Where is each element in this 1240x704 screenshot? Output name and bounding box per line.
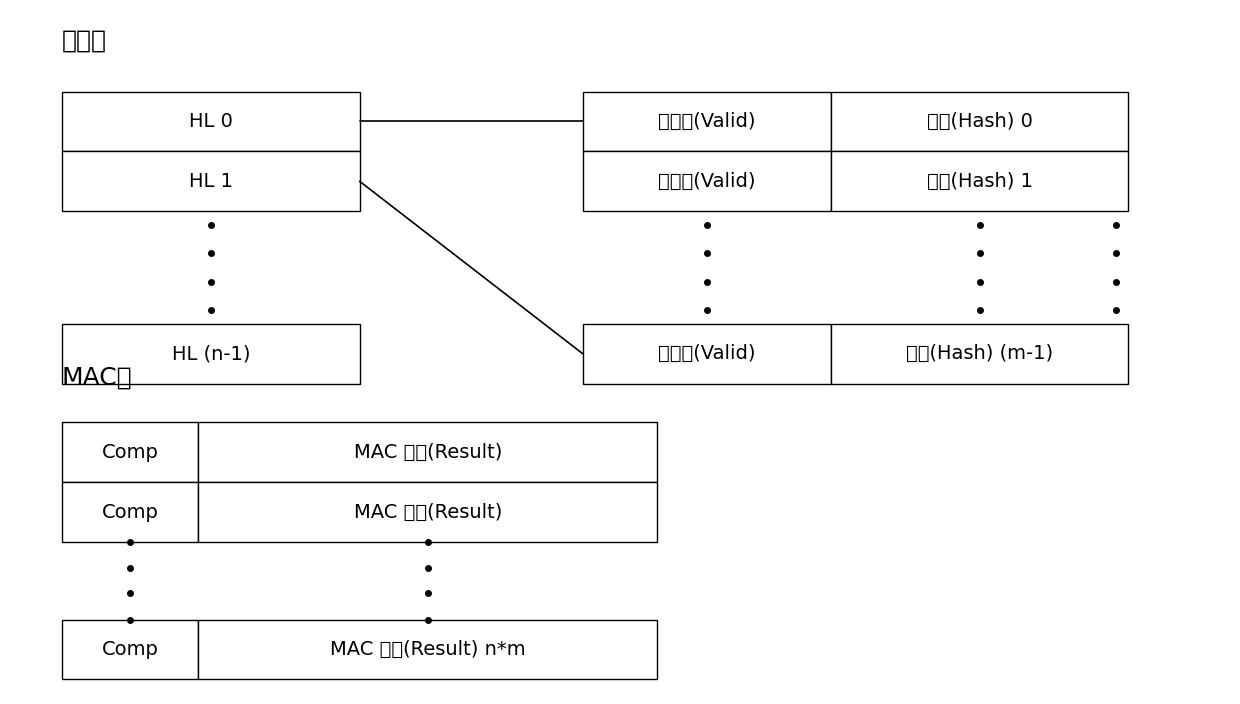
Text: 哈希(Hash) 1: 哈希(Hash) 1 [926,172,1033,191]
Bar [198,422,657,482]
Bar [62,620,198,679]
Bar [198,482,657,542]
Text: Comp: Comp [102,640,159,659]
Bar [831,324,1128,384]
Text: 有效位(Valid): 有效位(Valid) [658,112,755,131]
Bar [583,92,831,151]
Bar [62,151,360,211]
Text: 有效位(Valid): 有效位(Valid) [658,344,755,363]
Bar [583,324,831,384]
Bar [198,620,657,679]
Bar [62,422,198,482]
Bar [831,92,1128,151]
Text: Comp: Comp [102,443,159,462]
Text: Comp: Comp [102,503,159,522]
Text: 有效位(Valid): 有效位(Valid) [658,172,755,191]
Bar [583,151,831,211]
Bar [831,151,1128,211]
Text: 哈希(Hash) 0: 哈希(Hash) 0 [926,112,1033,131]
Text: 哈希表: 哈希表 [62,28,107,52]
Bar [62,482,198,542]
Text: MAC表: MAC表 [62,366,133,390]
Text: MAC 结果(Result): MAC 结果(Result) [353,443,502,462]
Bar [62,324,360,384]
Bar [62,92,360,151]
Text: HL (n-1): HL (n-1) [171,344,250,363]
Text: HL 0: HL 0 [188,112,233,131]
Text: HL 1: HL 1 [188,172,233,191]
Text: 哈希(Hash) (m-1): 哈希(Hash) (m-1) [906,344,1053,363]
Text: MAC 结果(Result): MAC 结果(Result) [353,503,502,522]
Text: MAC 结果(Result) n*m: MAC 结果(Result) n*m [330,640,526,659]
